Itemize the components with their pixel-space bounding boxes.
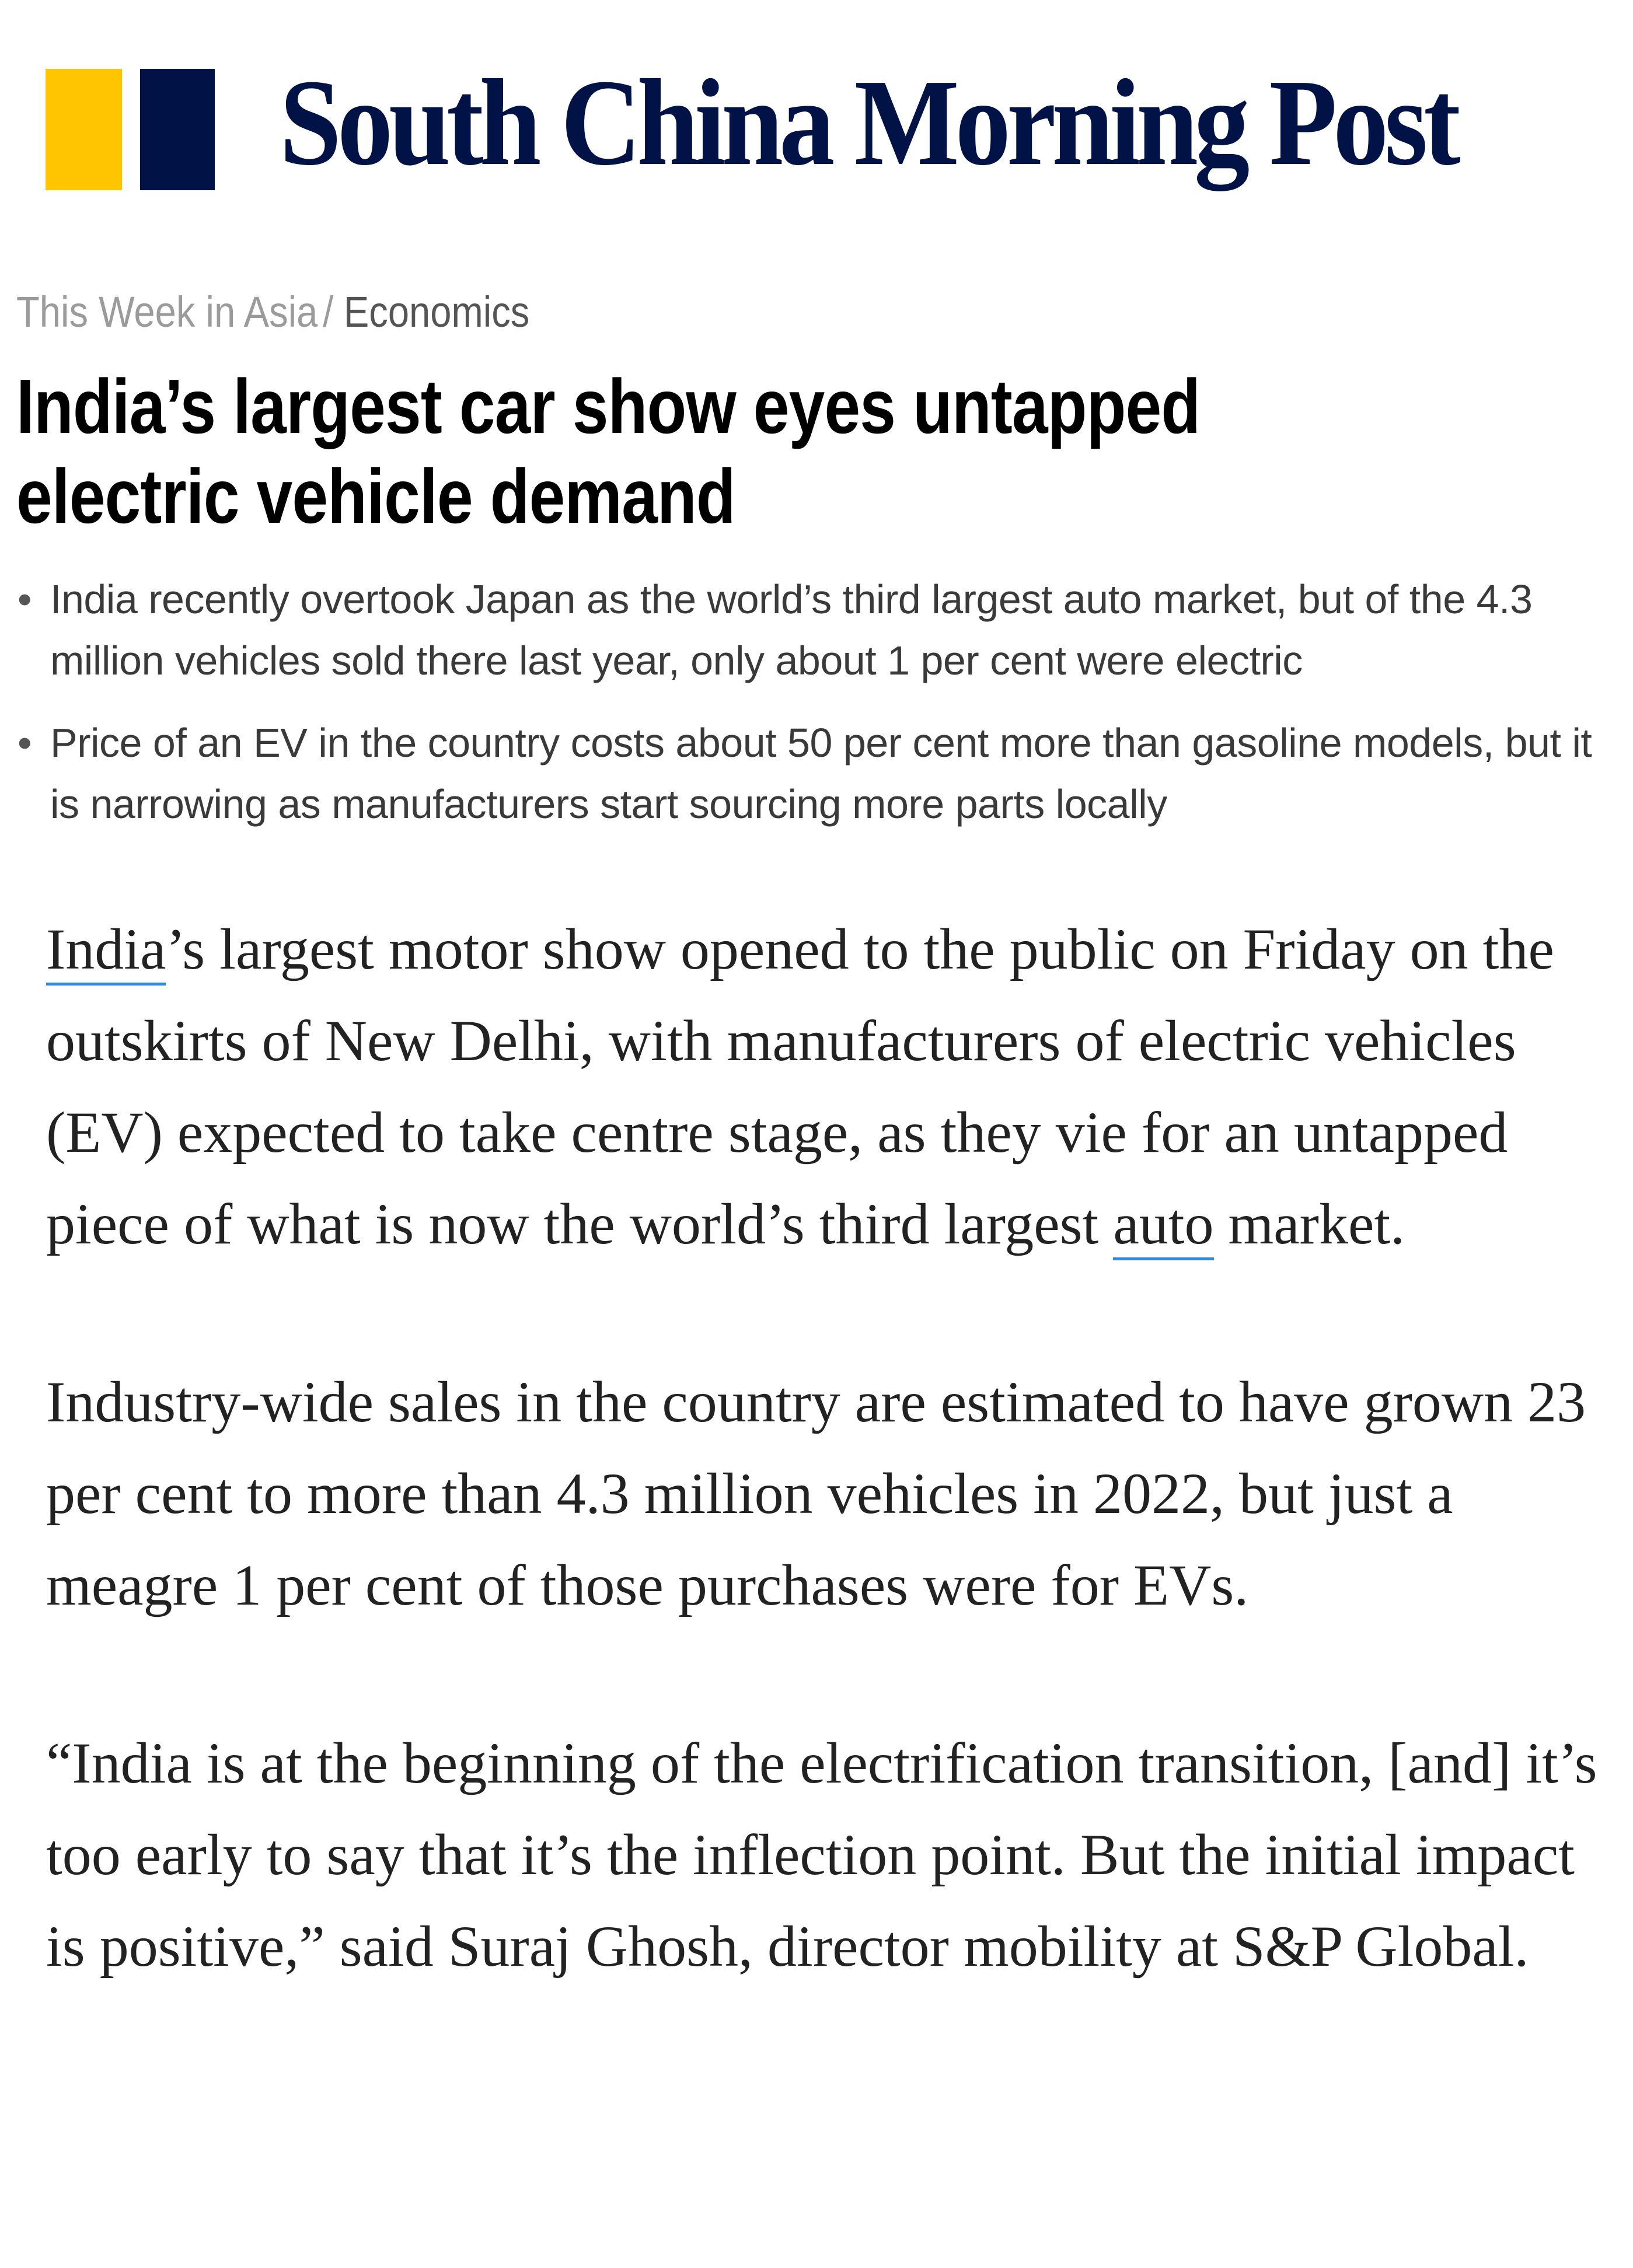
breadcrumb-section-link[interactable]: This Week in Asia <box>16 288 318 336</box>
bullet-icon: • <box>18 720 32 766</box>
logo-yellow-bar <box>46 69 122 190</box>
summary-bullet: • India recently overtook Japan as the wo… <box>18 569 1611 691</box>
article-headline: India’s largest car show eyes untapped e… <box>16 364 1201 539</box>
paragraph-text: market. <box>1213 1191 1405 1256</box>
summary-bullet-text: Price of an EV in the country costs abou… <box>50 720 1592 827</box>
breadcrumb: This Week in Asia / Economics <box>16 286 529 338</box>
india-topic-link[interactable]: India <box>46 917 166 986</box>
auto-topic-link[interactable]: auto <box>1113 1191 1214 1260</box>
paragraph-text: ’s largest motor show opened to the publ… <box>46 917 1554 1256</box>
logo-wordmark: South China Morning Post <box>280 54 1461 191</box>
article-paragraph: Industry-wide sales in the country are e… <box>46 1369 1586 1617</box>
summary-bullet-text: India recently overtook Japan as the wor… <box>50 576 1533 683</box>
bullet-icon: • <box>18 576 32 622</box>
article-paragraph: “India is at the beginning of the electr… <box>46 1731 1597 1979</box>
breadcrumb-subsection-link[interactable]: Economics <box>343 288 530 336</box>
logo-navy-bar <box>140 69 215 190</box>
summary-bullets: • India recently overtook Japan as the wo… <box>18 569 1611 856</box>
article-paragraph: India’s largest motor show opened to the… <box>46 903 1610 1270</box>
summary-bullet: • Price of an EV in the country costs abo… <box>18 712 1611 835</box>
breadcrumb-separator: / <box>323 288 334 336</box>
article-body: India’s largest motor show opened to the… <box>46 903 1610 2078</box>
